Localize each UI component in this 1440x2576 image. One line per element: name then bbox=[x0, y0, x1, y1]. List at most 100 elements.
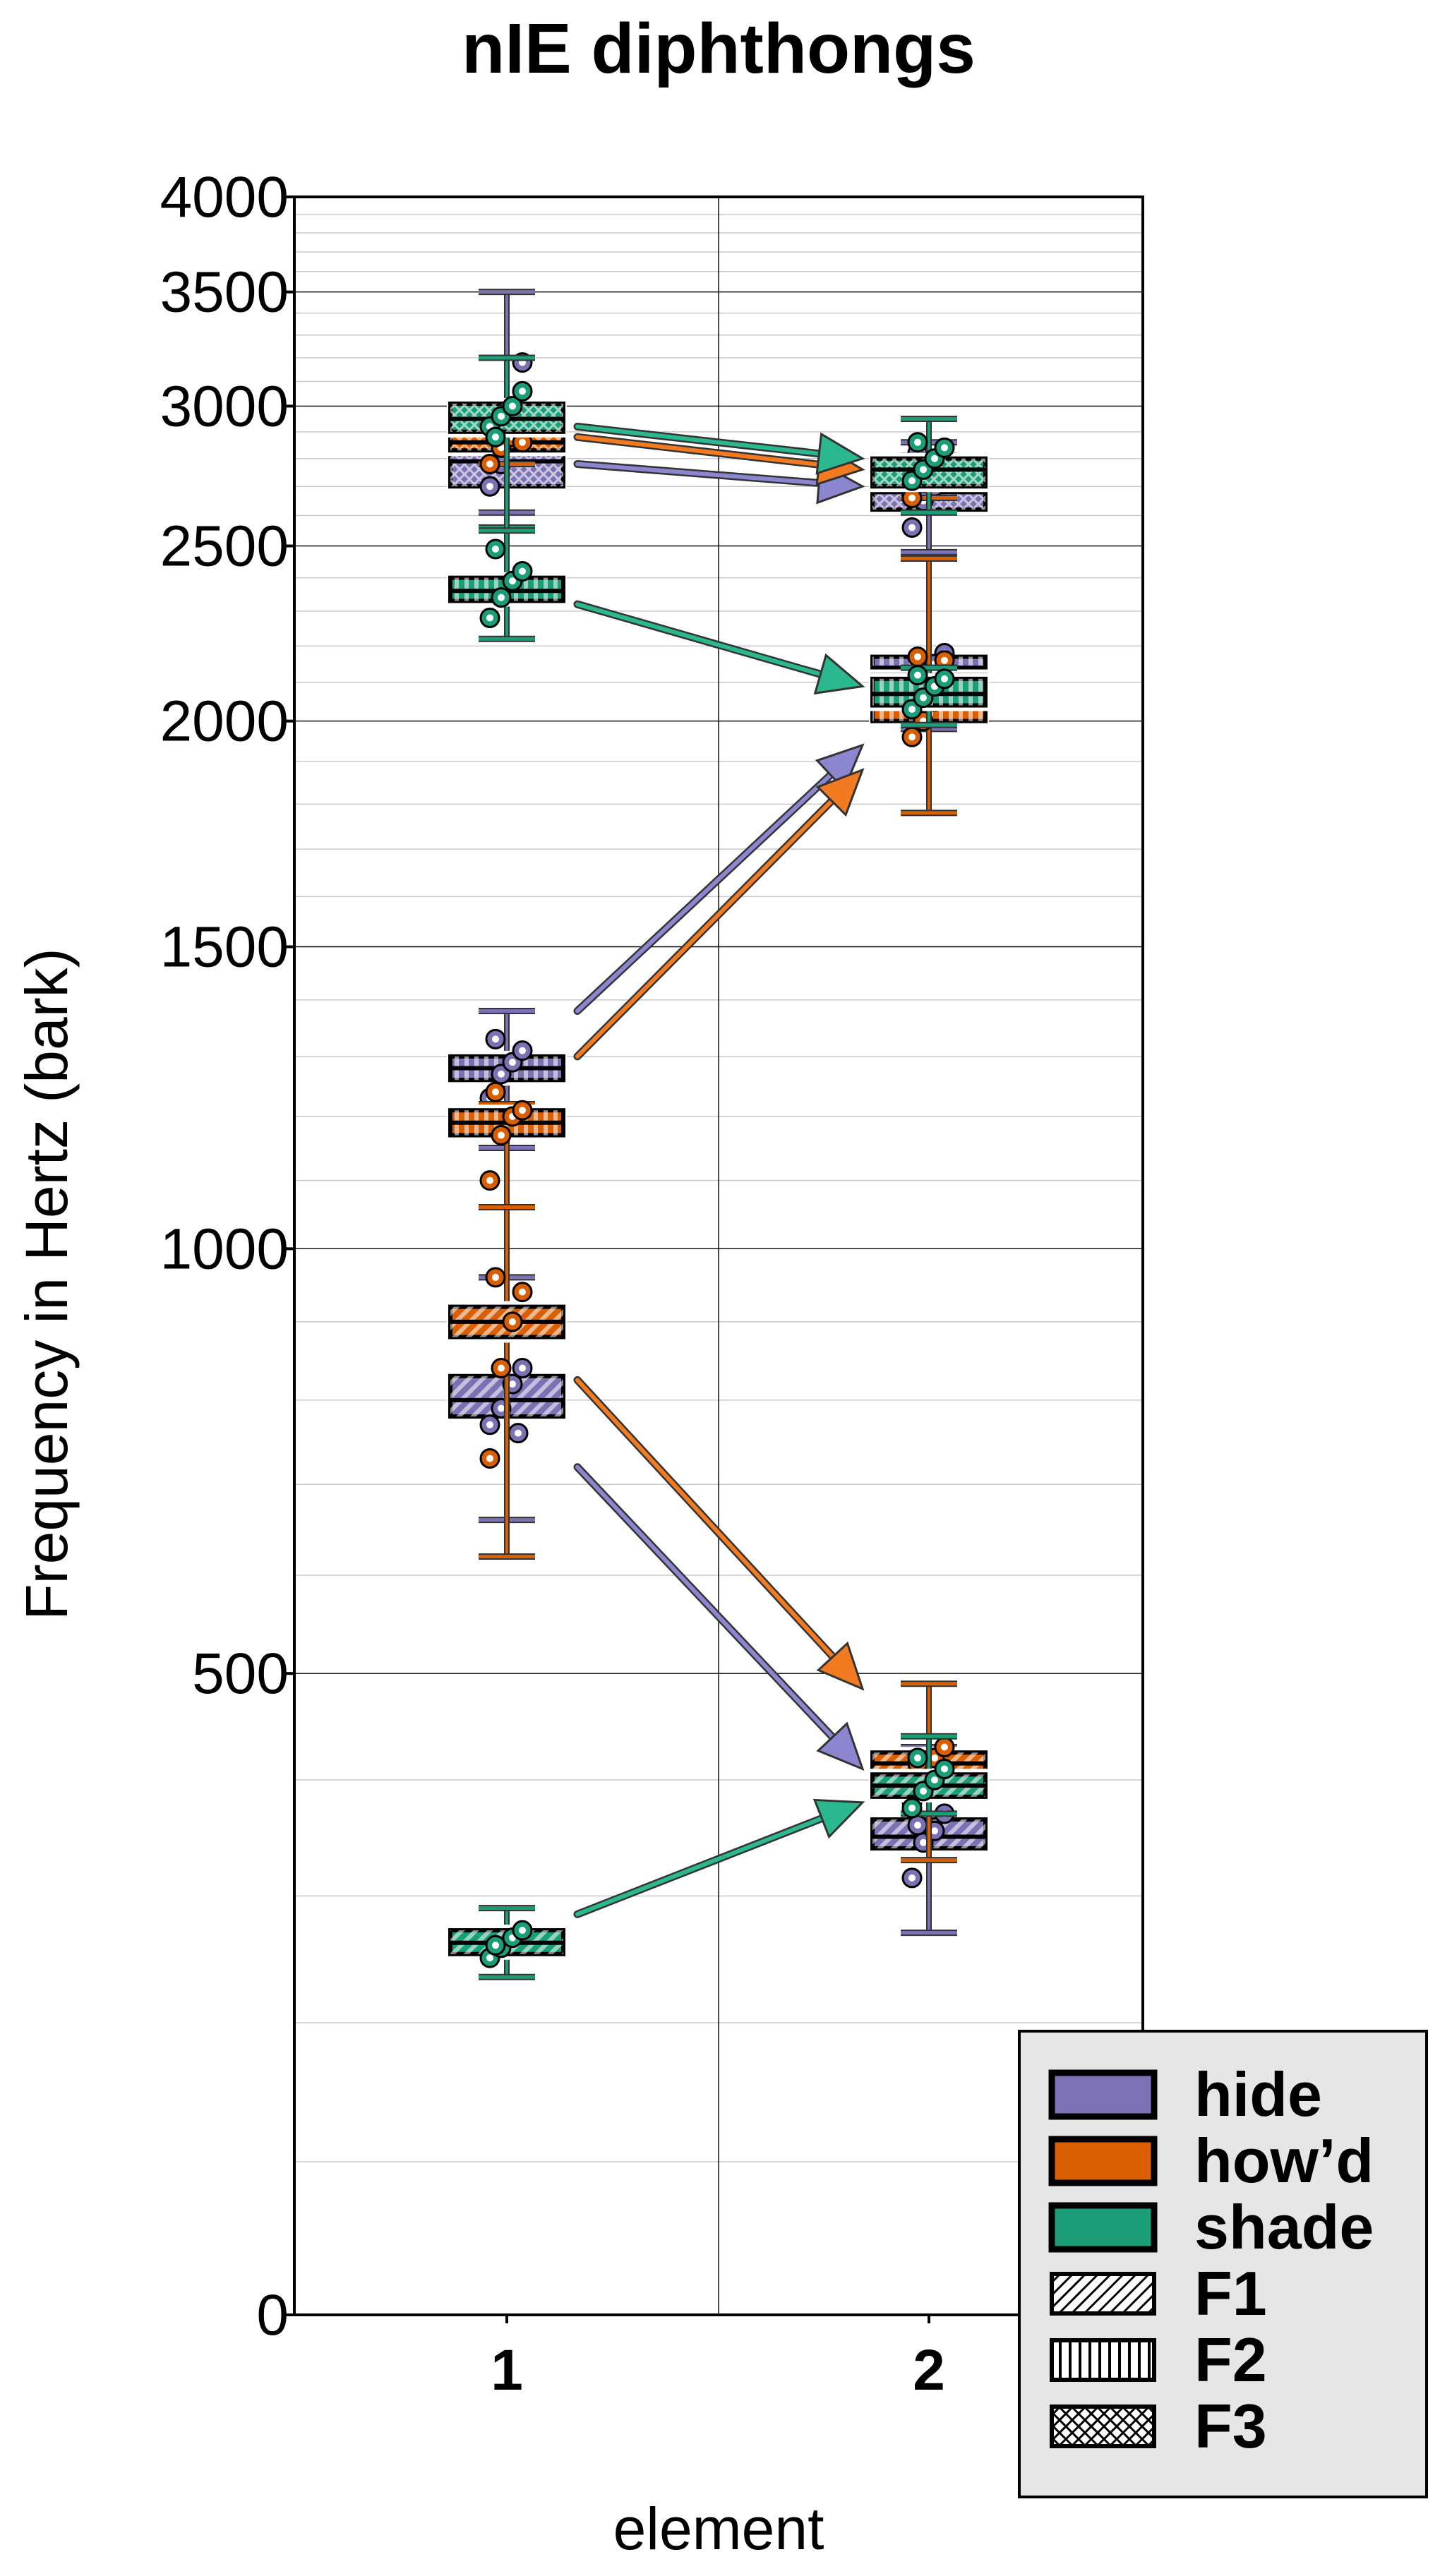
legend-item: F3 bbox=[1050, 2391, 1267, 2461]
data-point-center bbox=[498, 1070, 505, 1078]
data-point-center bbox=[908, 524, 916, 531]
data-point-center bbox=[509, 577, 516, 585]
arrow-head bbox=[813, 653, 865, 695]
legend-item: F2 bbox=[1050, 2325, 1267, 2395]
data-point-center bbox=[519, 387, 526, 395]
pattern-stroke bbox=[1059, 2274, 1098, 2313]
box-shade-f3-el2 bbox=[869, 415, 989, 516]
data-point-center bbox=[498, 1364, 505, 1372]
data-point-center bbox=[486, 1421, 493, 1428]
legend-label: F3 bbox=[1194, 2391, 1267, 2461]
data-point-center bbox=[492, 1088, 499, 1096]
data-point-center bbox=[509, 1318, 516, 1325]
legend-swatch-border bbox=[1050, 2338, 1156, 2382]
box-shade-f2-el2 bbox=[869, 664, 989, 728]
x-tick-label: 1 bbox=[491, 2338, 523, 2402]
arrow-head bbox=[815, 743, 865, 792]
pattern-stroke bbox=[1135, 2292, 1154, 2313]
data-point-center bbox=[492, 1273, 499, 1281]
arrow-howd-f2 bbox=[573, 768, 865, 1061]
y-tick-label: 1500 bbox=[160, 915, 289, 979]
data-point-center bbox=[931, 455, 938, 462]
arrow-howd-f1 bbox=[573, 1376, 865, 1691]
data-point-center bbox=[492, 1942, 499, 1949]
legend-item: F1 bbox=[1050, 2258, 1267, 2328]
data-point-center bbox=[498, 1404, 505, 1412]
y-axis-label: Frequency in Hertz (bark) bbox=[13, 948, 80, 1620]
data-point-center bbox=[519, 1107, 526, 1114]
arrow-head bbox=[815, 768, 865, 817]
data-point-center bbox=[908, 733, 916, 741]
x-axis-label: element bbox=[613, 2496, 824, 2562]
arrow-shaft bbox=[575, 1464, 835, 1740]
data-point-center bbox=[920, 1787, 927, 1795]
x-tick-label: 2 bbox=[913, 2338, 945, 2402]
data-point-center bbox=[908, 494, 916, 502]
arrow-shaft bbox=[575, 424, 822, 456]
data-point-center bbox=[914, 438, 921, 446]
y-tick-label: 500 bbox=[192, 1642, 289, 1706]
arrow-head bbox=[812, 1798, 865, 1839]
data-point-center bbox=[519, 1047, 526, 1054]
pattern-stroke bbox=[1122, 2407, 1154, 2440]
box-shade-f1-el1 bbox=[447, 1905, 567, 1980]
pattern-stroke bbox=[1084, 2274, 1124, 2313]
chart-title: nIE diphthongs bbox=[462, 9, 976, 88]
data-point-center bbox=[931, 1754, 938, 1762]
y-tick-label: 4000 bbox=[160, 165, 289, 229]
data-point-center bbox=[920, 466, 927, 474]
data-point-center bbox=[914, 653, 921, 661]
data-point-center bbox=[509, 1380, 516, 1388]
y-tick-label: 2000 bbox=[160, 690, 289, 754]
legend-label: hide bbox=[1194, 2059, 1322, 2129]
y-tick-label: 3000 bbox=[160, 374, 289, 438]
y-tick-label: 2500 bbox=[160, 514, 289, 579]
legend-label: F1 bbox=[1194, 2258, 1267, 2328]
data-point-center bbox=[498, 594, 505, 601]
data-point-center bbox=[486, 1455, 493, 1462]
data-point-center bbox=[486, 1954, 493, 1962]
data-point-center bbox=[492, 545, 499, 553]
data-point-center bbox=[486, 483, 493, 490]
pattern-stroke bbox=[1072, 2274, 1111, 2313]
arrow-shaft bbox=[575, 602, 823, 677]
data-point-center bbox=[931, 1776, 938, 1784]
data-point-center bbox=[920, 1838, 927, 1846]
arrow-shaft bbox=[575, 773, 833, 1013]
arrow-shaft bbox=[575, 435, 822, 467]
pattern-stroke bbox=[1122, 2280, 1154, 2313]
legend-swatch-border bbox=[1050, 2405, 1156, 2448]
pattern-stroke bbox=[1097, 2274, 1136, 2313]
legend-swatch bbox=[1048, 2069, 1158, 2120]
arrow-shaft bbox=[575, 1378, 835, 1659]
arrow-shade-f3 bbox=[573, 422, 865, 475]
legend-item: shade bbox=[1048, 2192, 1374, 2262]
arrow-shade-f1 bbox=[573, 1798, 865, 1918]
data-point-center bbox=[519, 1364, 526, 1372]
arrow-shade-f2 bbox=[573, 600, 865, 695]
data-point-center bbox=[519, 1927, 526, 1934]
arrow-shaft bbox=[575, 462, 822, 486]
box-shade-f1-el2 bbox=[869, 1733, 989, 1819]
pattern-stroke bbox=[1135, 2407, 1154, 2428]
data-point-center bbox=[908, 477, 916, 485]
transition-arrows bbox=[573, 422, 865, 1918]
arrow-head bbox=[816, 1721, 865, 1771]
arrow-hide-f2 bbox=[573, 743, 865, 1015]
box-howd-f2-el1 bbox=[447, 1081, 567, 1211]
y-tick-label: 3500 bbox=[160, 260, 289, 325]
data-point-center bbox=[486, 1176, 493, 1184]
data-point-center bbox=[498, 1131, 505, 1139]
pattern-stroke bbox=[1135, 2425, 1154, 2446]
box-shade-f2-el1 bbox=[447, 524, 567, 642]
boxplots bbox=[447, 289, 989, 1980]
data-point-center bbox=[498, 412, 505, 420]
data-point-center bbox=[941, 1743, 948, 1751]
data-point-center bbox=[509, 1059, 516, 1066]
data-point-center bbox=[492, 1035, 499, 1043]
data-point-center bbox=[941, 1765, 948, 1773]
